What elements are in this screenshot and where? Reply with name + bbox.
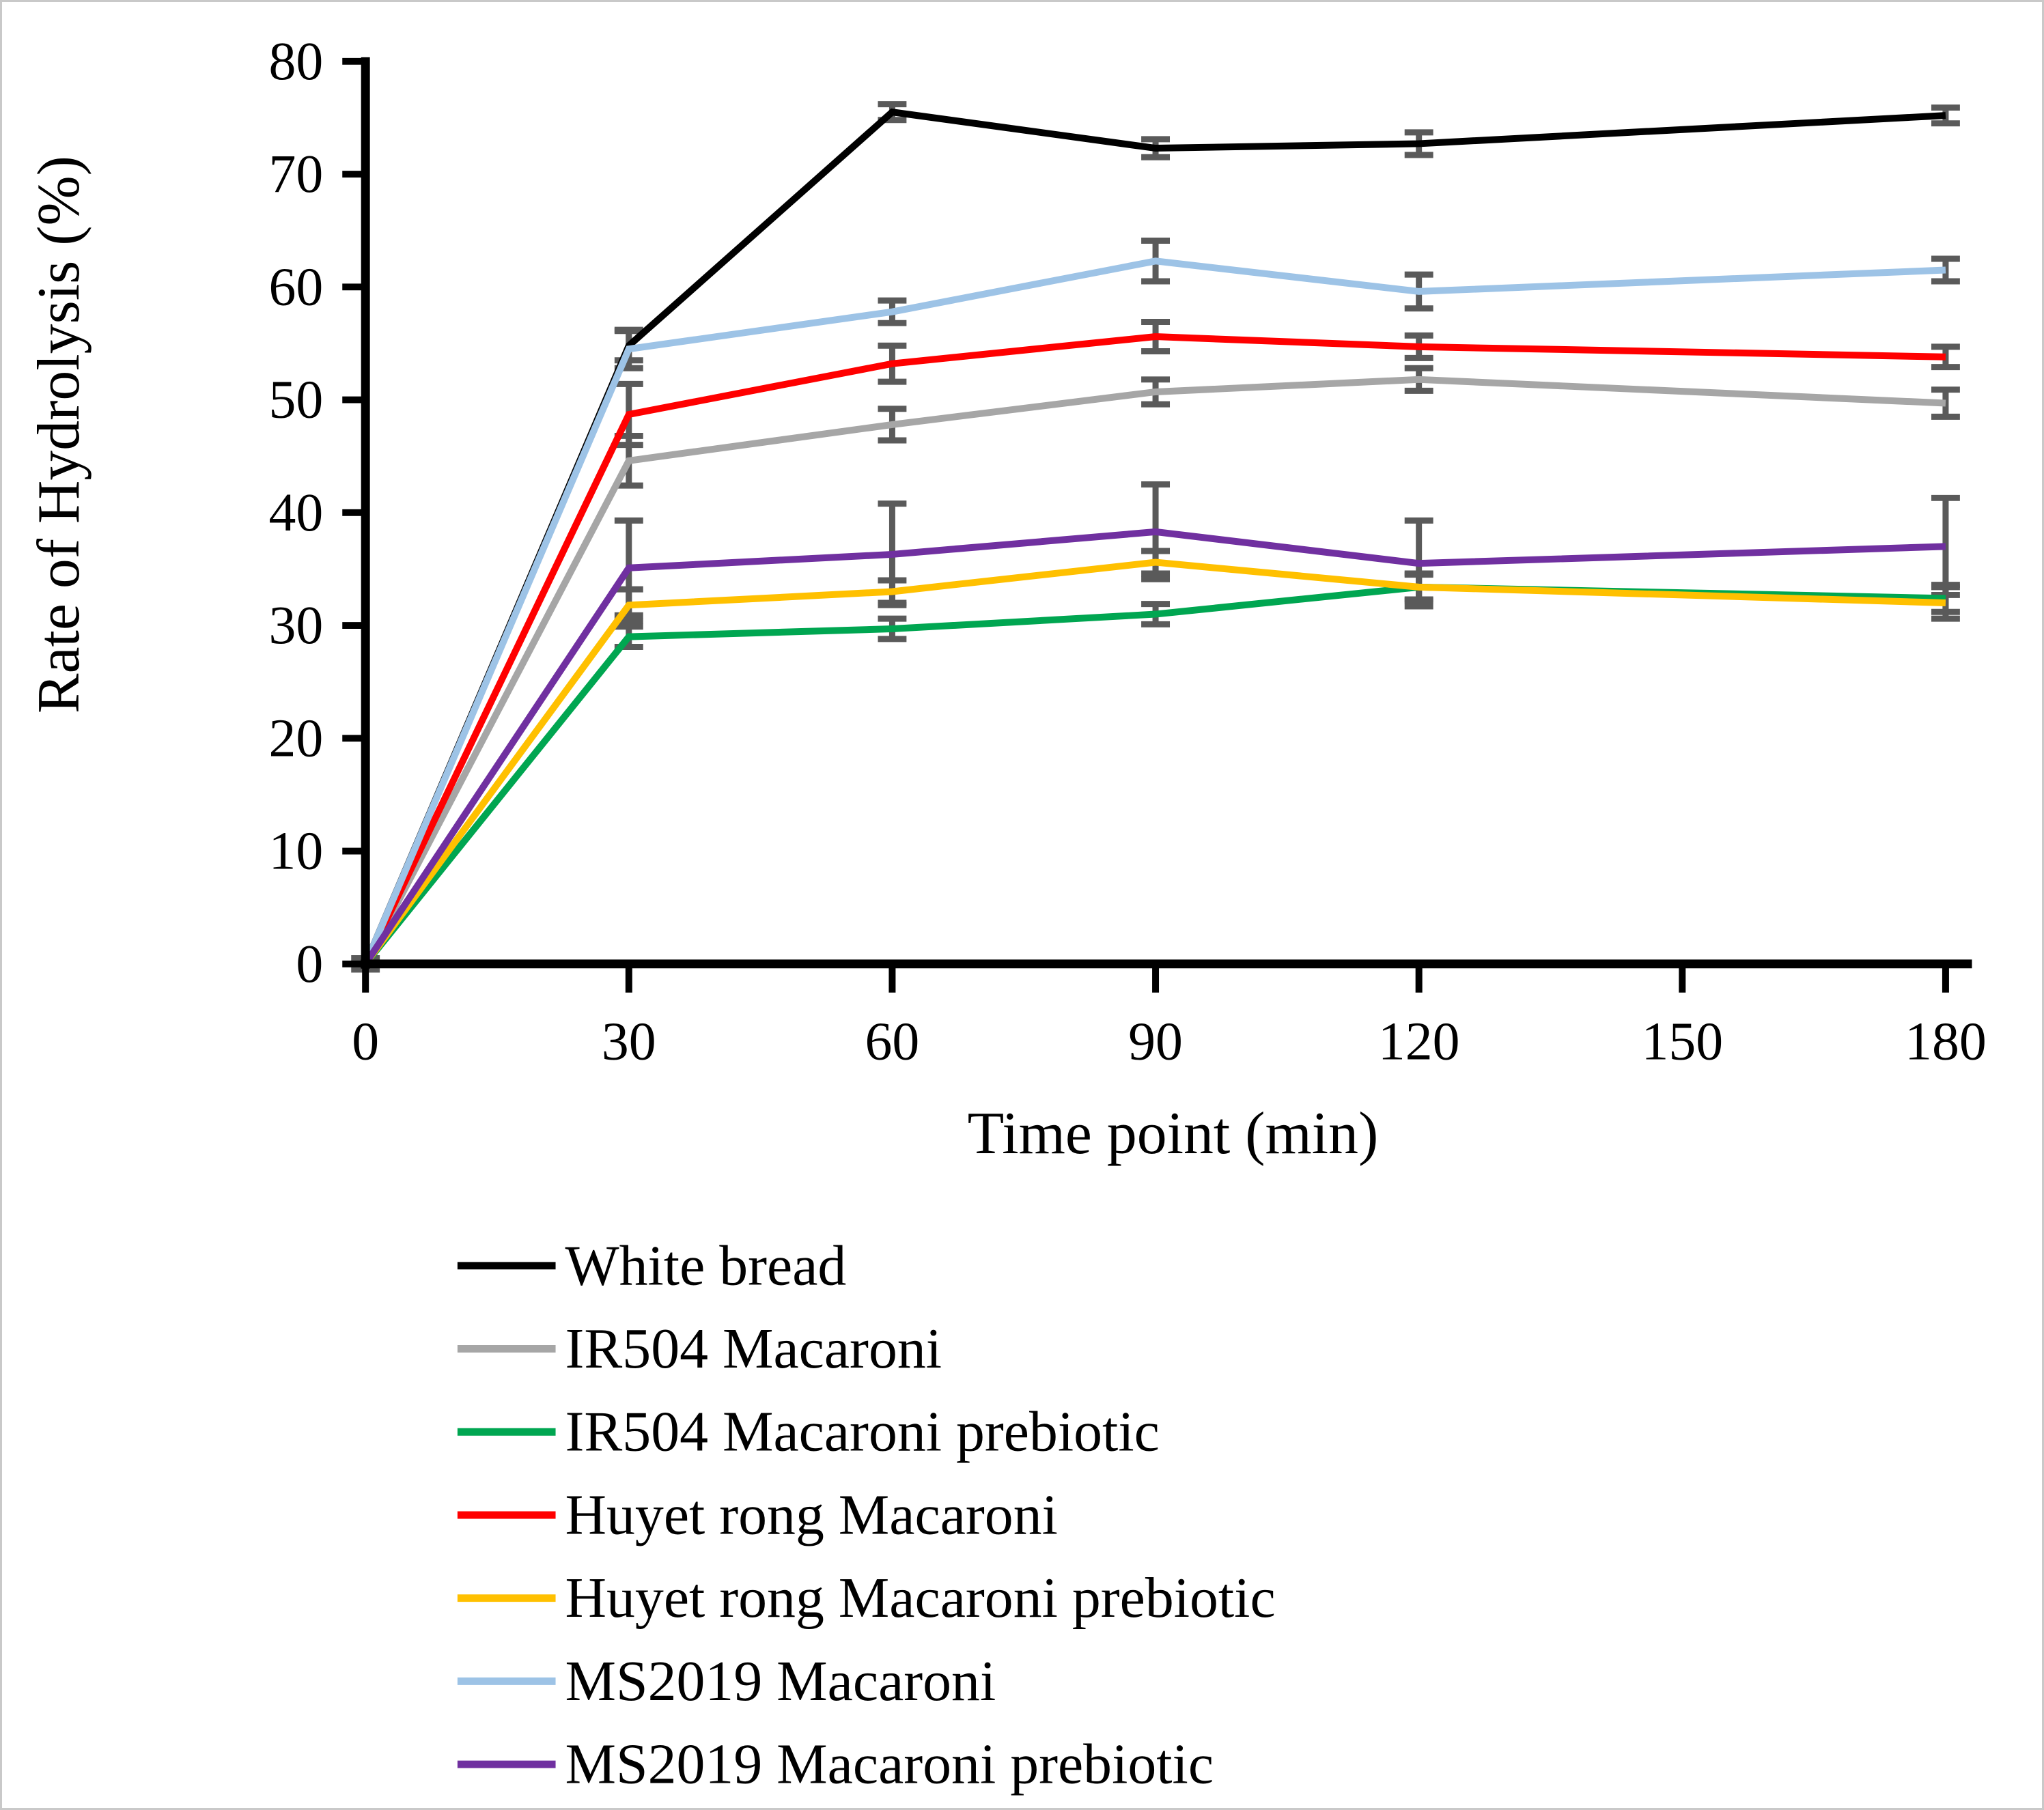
series-line-ms2019-macaroni [362, 257, 1946, 965]
y-tick-label-30: 30 [269, 595, 324, 655]
ticks-layer: 0 10 20 30 40 50 60 70 80 0 30 60 90 120 150 180 [269, 31, 1987, 1072]
legend-item-huyet-rong-macaroni-prebiotic: Huyet rong Macaroni prebiotic [457, 1566, 1276, 1630]
legend-item-ir504-macaroni: IR504 Macaroni [457, 1317, 942, 1381]
legend-item-ms2019-macaroni-prebiotic: MS2019 Macaroni prebiotic [457, 1733, 1214, 1796]
y-tick-label-50: 50 [269, 370, 324, 430]
x-tick-label-180: 180 [1905, 1011, 1987, 1071]
legend-label-ms2019-macaroni: MS2019 Macaroni [565, 1650, 996, 1713]
series-lines-layer [362, 108, 1946, 966]
legend-item-huyet-rong-macaroni: Huyet rong Macaroni [457, 1483, 1058, 1546]
y-tick-label-70: 70 [269, 144, 324, 204]
legend-label-ir504-macaroni-prebiotic: IR504 Macaroni prebiotic [565, 1400, 1160, 1464]
legend-item-white-bread: White bread [457, 1234, 847, 1297]
x-tick-label-150: 150 [1641, 1011, 1723, 1071]
y-tick-label-40: 40 [269, 483, 324, 543]
legend-label-white-bread: White bread [565, 1234, 847, 1297]
y-tick-label-60: 60 [269, 257, 324, 317]
legend: White bread IR504 Macaroni IR504 Macaroni … [457, 1234, 1276, 1796]
legend-item-ms2019-macaroni: MS2019 Macaroni [457, 1650, 996, 1713]
series-line-huyet-rong-macaroni-prebiotic [363, 558, 1946, 966]
legend-label-ms2019-macaroni-prebiotic: MS2019 Macaroni prebiotic [565, 1733, 1214, 1796]
x-tick-label-120: 120 [1378, 1011, 1460, 1071]
x-tick-label-0: 0 [352, 1011, 379, 1071]
legend-label-huyet-rong-macaroni-prebiotic: Huyet rong Macaroni prebiotic [565, 1566, 1276, 1630]
y-tick-label-10: 10 [269, 821, 324, 881]
legend-item-ir504-macaroni-prebiotic: IR504 Macaroni prebiotic [457, 1400, 1160, 1464]
y-tick-label-80: 80 [269, 31, 324, 91]
y-tick-label-0: 0 [296, 934, 323, 994]
y-axis-title: Rate of Hydrolysis (%) [25, 156, 92, 713]
x-tick-label-90: 90 [1128, 1011, 1183, 1071]
legend-label-huyet-rong-macaroni: Huyet rong Macaroni [565, 1483, 1058, 1546]
series-line-ms2019-macaroni-prebiotic [363, 528, 1946, 966]
x-axis-title: Time point (min) [968, 1100, 1379, 1166]
x-tick-label-30: 30 [602, 1011, 656, 1071]
legend-label-ir504-macaroni: IR504 Macaroni [565, 1317, 942, 1381]
y-tick-label-20: 20 [269, 708, 324, 768]
series-line-ir504-macaroni [362, 376, 1946, 966]
series-line-huyet-rong-macaroni [362, 333, 1946, 965]
x-tick-label-60: 60 [865, 1011, 920, 1071]
